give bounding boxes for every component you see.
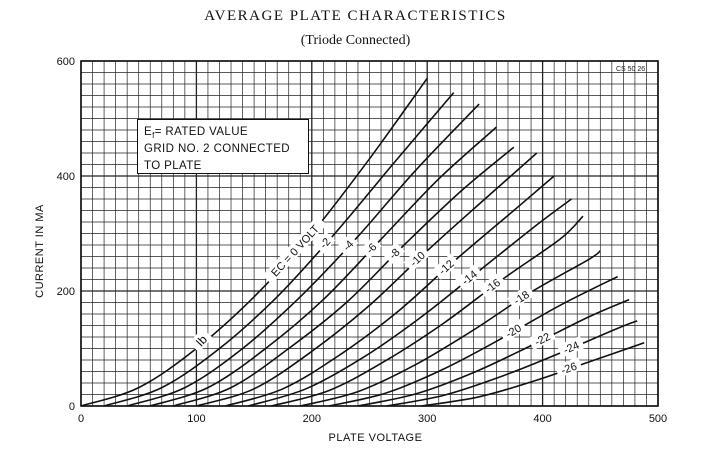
curve-ec-minus-16 xyxy=(271,215,584,407)
curve-ec-minus-26 xyxy=(421,342,645,407)
x-axis-label: PLATE VOLTAGE xyxy=(328,432,423,444)
curve-label: -20 xyxy=(498,318,528,343)
curve-ec-minus-6 xyxy=(149,126,497,407)
y-tick-label: 200 xyxy=(57,286,75,298)
curve-label-background xyxy=(382,242,405,265)
curve-label-background xyxy=(554,357,583,378)
curve-ec-minus-4 xyxy=(126,103,480,407)
curve-ec-minus-20 xyxy=(328,275,618,407)
y-axis-label: CURRENT IN MA xyxy=(34,204,46,298)
chart-title: AVERAGE PLATE CHARACTERISTICS xyxy=(204,8,507,24)
x-tick-label: 300 xyxy=(418,413,436,425)
note-line-1: Ef= RATED VALUE xyxy=(144,124,302,141)
curve-label: -4 xyxy=(336,233,359,256)
x-tick-label: 0 xyxy=(78,413,84,425)
curve-label-text: -26 xyxy=(560,361,579,378)
curve-label-background xyxy=(498,318,528,343)
note-ef-symbol: E xyxy=(144,126,153,138)
curve-label: EC = 0 VOLT xyxy=(262,215,327,285)
x-tick-label: 500 xyxy=(649,413,667,425)
curve-ec-minus-24 xyxy=(386,320,638,407)
curve-label-background xyxy=(359,236,382,259)
curve-label: -8 xyxy=(382,242,405,265)
curve-ec-minus-18 xyxy=(300,250,601,407)
curve-label-background xyxy=(506,284,535,310)
x-tick-label: 400 xyxy=(533,413,551,425)
x-tick-label: 200 xyxy=(303,413,321,425)
x-tick-label: 100 xyxy=(187,413,205,425)
chart-subtitle: (Triode Connected) xyxy=(300,33,411,48)
note-line-2: GRID NO. 2 CONNECTED xyxy=(144,143,291,155)
y-tick-label: 600 xyxy=(57,56,75,68)
curve-label-background xyxy=(262,215,327,285)
curve-ec-minus-8 xyxy=(173,146,515,407)
note-ef-value: = RATED VALUE xyxy=(154,126,248,138)
curve-ec-0 xyxy=(80,77,428,407)
curve-label-background xyxy=(556,335,585,358)
curve-ec-minus-10 xyxy=(196,152,538,407)
note-ef-subscript: f xyxy=(152,131,155,140)
curve-label: -26 xyxy=(554,357,583,378)
curve-label-background xyxy=(478,272,507,298)
y-tick-label: 0 xyxy=(69,401,75,413)
figure-code: CS 50 26 xyxy=(616,66,646,73)
curve-label-background xyxy=(432,253,460,280)
curve-label-background xyxy=(527,327,557,350)
curve-label-background xyxy=(455,264,483,290)
curve-ec-minus-2 xyxy=(103,92,455,407)
curve-label: -6 xyxy=(359,236,382,259)
curve-ec-minus-12 xyxy=(225,175,555,407)
curve-label: -2 xyxy=(313,231,336,254)
curve-label: -24 xyxy=(556,335,585,358)
ib-symbol-background xyxy=(188,328,213,353)
y-tick-label: 400 xyxy=(57,171,75,183)
curve-ec-minus-14 xyxy=(248,198,572,407)
curve-label-background xyxy=(336,233,359,256)
curve-label-background xyxy=(313,231,336,254)
plot-border xyxy=(80,60,659,407)
note-line-3: TO PLATE xyxy=(144,160,202,172)
curve-ec-minus-22 xyxy=(357,298,630,407)
curve-label-text: -24 xyxy=(562,340,581,357)
conditions-note-box: Ef= RATED VALUE GRID NO. 2 CONNECTED TO … xyxy=(137,119,309,174)
ib-symbol: Ib xyxy=(188,328,213,353)
curve-label-background xyxy=(403,245,431,272)
